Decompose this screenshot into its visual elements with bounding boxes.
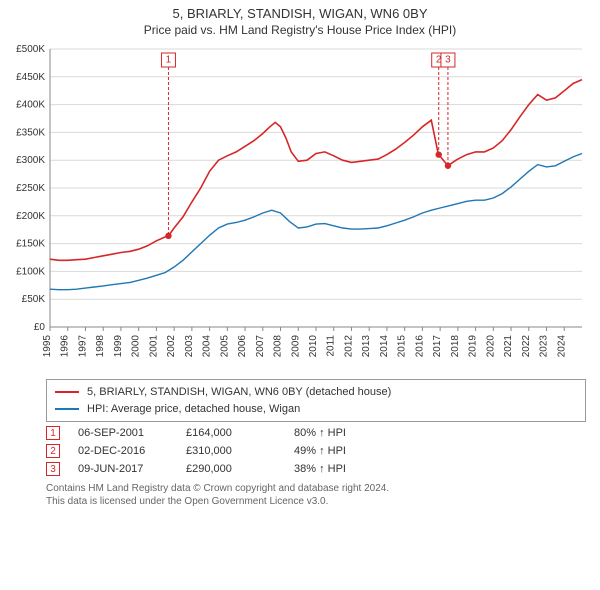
svg-text:2006: 2006 [237, 335, 248, 358]
svg-text:2007: 2007 [255, 335, 266, 358]
footer-line-1: Contains HM Land Registry data © Crown c… [46, 482, 586, 495]
sales-table: 1 06-SEP-2001 £164,000 80% ↑ HPI 2 02-DEC-201… [46, 426, 586, 476]
svg-text:£300K: £300K [16, 155, 45, 166]
svg-text:£450K: £450K [16, 72, 45, 83]
svg-text:2010: 2010 [308, 335, 319, 358]
svg-text:2013: 2013 [361, 335, 372, 358]
sale-delta: 80% ↑ HPI [294, 427, 384, 439]
sale-date: 02-DEC-2016 [78, 445, 168, 457]
sale-marker-icon: 3 [46, 462, 60, 476]
legend-swatch-hpi [55, 408, 79, 410]
svg-text:2020: 2020 [485, 335, 496, 358]
svg-text:2015: 2015 [397, 335, 408, 358]
svg-text:2005: 2005 [219, 335, 230, 358]
sale-delta: 49% ↑ HPI [294, 445, 384, 457]
sales-row: 2 02-DEC-2016 £310,000 49% ↑ HPI [46, 444, 586, 458]
svg-text:£100K: £100K [16, 266, 45, 277]
svg-text:2011: 2011 [326, 335, 337, 357]
legend-swatch-property [55, 391, 79, 393]
svg-text:1: 1 [166, 55, 172, 66]
sales-row: 1 06-SEP-2001 £164,000 80% ↑ HPI [46, 426, 586, 440]
line-chart-svg: £0 £50K £100K £150K £200K £250K £300K £350K £400… [6, 43, 592, 373]
svg-text:1995: 1995 [42, 335, 53, 358]
svg-text:2001: 2001 [148, 335, 159, 358]
svg-text:2012: 2012 [343, 335, 354, 358]
svg-text:2008: 2008 [273, 335, 284, 358]
sale-price: £290,000 [186, 463, 276, 475]
footer-line-2: This data is licensed under the Open Gov… [46, 495, 586, 508]
sale-date: 09-JUN-2017 [78, 463, 168, 475]
svg-text:3: 3 [445, 55, 451, 66]
svg-text:2017: 2017 [432, 335, 443, 358]
legend: 5, BRIARLY, STANDISH, WIGAN, WN6 0BY (de… [46, 379, 586, 422]
legend-label-hpi: HPI: Average price, detached house, Wiga… [87, 401, 300, 418]
svg-text:£500K: £500K [16, 44, 45, 55]
svg-text:£350K: £350K [16, 127, 45, 138]
svg-text:1997: 1997 [77, 335, 88, 358]
svg-text:£200K: £200K [16, 211, 45, 222]
svg-text:2003: 2003 [184, 335, 195, 358]
legend-row-hpi: HPI: Average price, detached house, Wiga… [55, 401, 577, 418]
svg-text:£150K: £150K [16, 239, 45, 250]
sale-delta: 38% ↑ HPI [294, 463, 384, 475]
legend-row-property: 5, BRIARLY, STANDISH, WIGAN, WN6 0BY (de… [55, 384, 577, 401]
svg-text:2019: 2019 [468, 335, 479, 358]
chart-subtitle: Price paid vs. HM Land Registry's House … [6, 23, 594, 37]
svg-text:2024: 2024 [556, 335, 567, 358]
svg-text:2023: 2023 [539, 335, 550, 358]
svg-text:2009: 2009 [290, 335, 301, 358]
sales-row: 3 09-JUN-2017 £290,000 38% ↑ HPI [46, 462, 586, 476]
sale-date: 06-SEP-2001 [78, 427, 168, 439]
sale-price: £310,000 [186, 445, 276, 457]
footer: Contains HM Land Registry data © Crown c… [46, 482, 586, 508]
sale-price: £164,000 [186, 427, 276, 439]
svg-text:2014: 2014 [379, 335, 390, 358]
sale-marker-icon: 2 [46, 444, 60, 458]
svg-text:£400K: £400K [16, 100, 45, 111]
svg-text:1999: 1999 [113, 335, 124, 358]
svg-text:2018: 2018 [450, 335, 461, 358]
svg-text:2002: 2002 [166, 335, 177, 358]
svg-text:£50K: £50K [22, 294, 46, 305]
svg-text:1996: 1996 [60, 335, 71, 358]
svg-text:2004: 2004 [202, 335, 213, 358]
chart-title: 5, BRIARLY, STANDISH, WIGAN, WN6 0BY [6, 6, 594, 21]
legend-label-property: 5, BRIARLY, STANDISH, WIGAN, WN6 0BY (de… [87, 384, 391, 401]
svg-text:£0: £0 [34, 322, 46, 333]
svg-text:2021: 2021 [503, 335, 514, 358]
svg-text:2016: 2016 [414, 335, 425, 358]
chart-area: £0 £50K £100K £150K £200K £250K £300K £350K £400… [6, 43, 594, 373]
svg-text:£250K: £250K [16, 183, 45, 194]
svg-text:1998: 1998 [95, 335, 106, 358]
sale-marker-icon: 1 [46, 426, 60, 440]
svg-text:2000: 2000 [131, 335, 142, 358]
svg-text:2022: 2022 [521, 335, 532, 358]
